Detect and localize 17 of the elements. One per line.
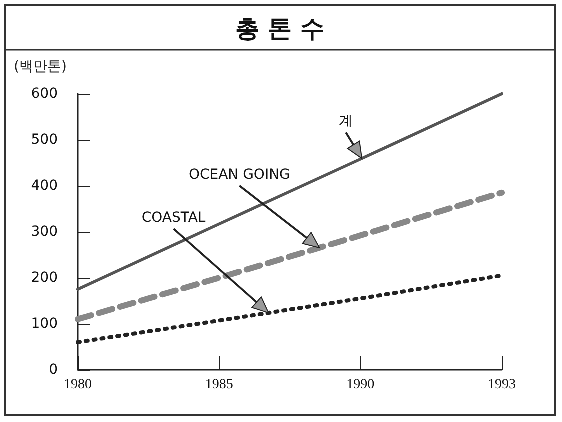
text: COASTAL (142, 210, 206, 226)
chart-title: 총 톤 수 (236, 15, 324, 43)
y-tick-label: 400 (31, 178, 58, 194)
x-tick-label: 1980 (64, 378, 92, 392)
y-axis-title: (백만톤) (14, 59, 67, 75)
text: OCEAN GOING (188, 166, 290, 183)
y-tick-label: 300 (31, 224, 58, 240)
x-tick-label: 1985 (205, 378, 234, 392)
y-tick-label: 500 (31, 132, 58, 148)
text: 계 (339, 114, 354, 130)
y-tick-label: 100 (31, 316, 58, 332)
line-series (76, 92, 504, 291)
x-tick-label: 1990 (346, 378, 375, 392)
y-tick-label: 0 (49, 362, 58, 378)
x-tick-label: 1993 (488, 378, 516, 392)
y-tick-label: 600 (31, 86, 58, 102)
y-tick-label: 200 (31, 270, 58, 286)
